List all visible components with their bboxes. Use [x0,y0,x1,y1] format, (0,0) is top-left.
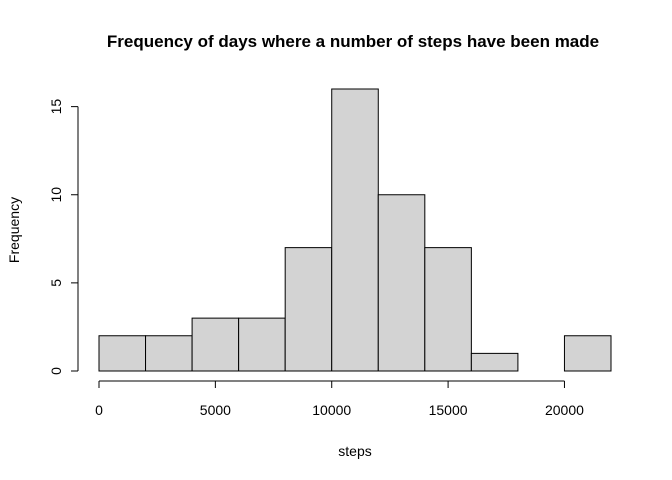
histogram-bar-3 [191,317,240,372]
x-axis: 0 5000 10000 15000 20000 [95,380,584,418]
x-tick-label-15000: 15000 [429,402,468,418]
chart-title: Frequency of days where a number of step… [107,32,599,51]
y-axis-label: Frequency [6,197,22,263]
y-tick-label-15: 15 [48,99,64,115]
histogram-bar-6 [331,88,379,372]
histogram-bar-8 [424,247,472,372]
y-axis: 0 5 10 15 [48,99,79,375]
histogram-bar-9 [470,352,519,372]
x-axis-label: steps [338,443,371,459]
y-tick-label-0: 0 [48,367,64,375]
x-tick-label-5000: 5000 [200,402,231,418]
histogram-bar-5 [284,247,333,372]
histogram-bars [98,88,612,372]
histogram-bar-1 [98,335,147,372]
x-tick-label-0: 0 [95,402,103,418]
histogram-bar-4 [238,317,286,372]
histogram-bar-7 [377,194,426,372]
histogram-bar-2 [145,335,193,372]
x-tick-label-10000: 10000 [312,402,351,418]
y-tick-label-5: 5 [48,279,64,287]
histogram-bar-11 [563,335,612,372]
x-tick-label-20000: 20000 [545,402,584,418]
y-tick-label-10: 10 [48,187,64,203]
